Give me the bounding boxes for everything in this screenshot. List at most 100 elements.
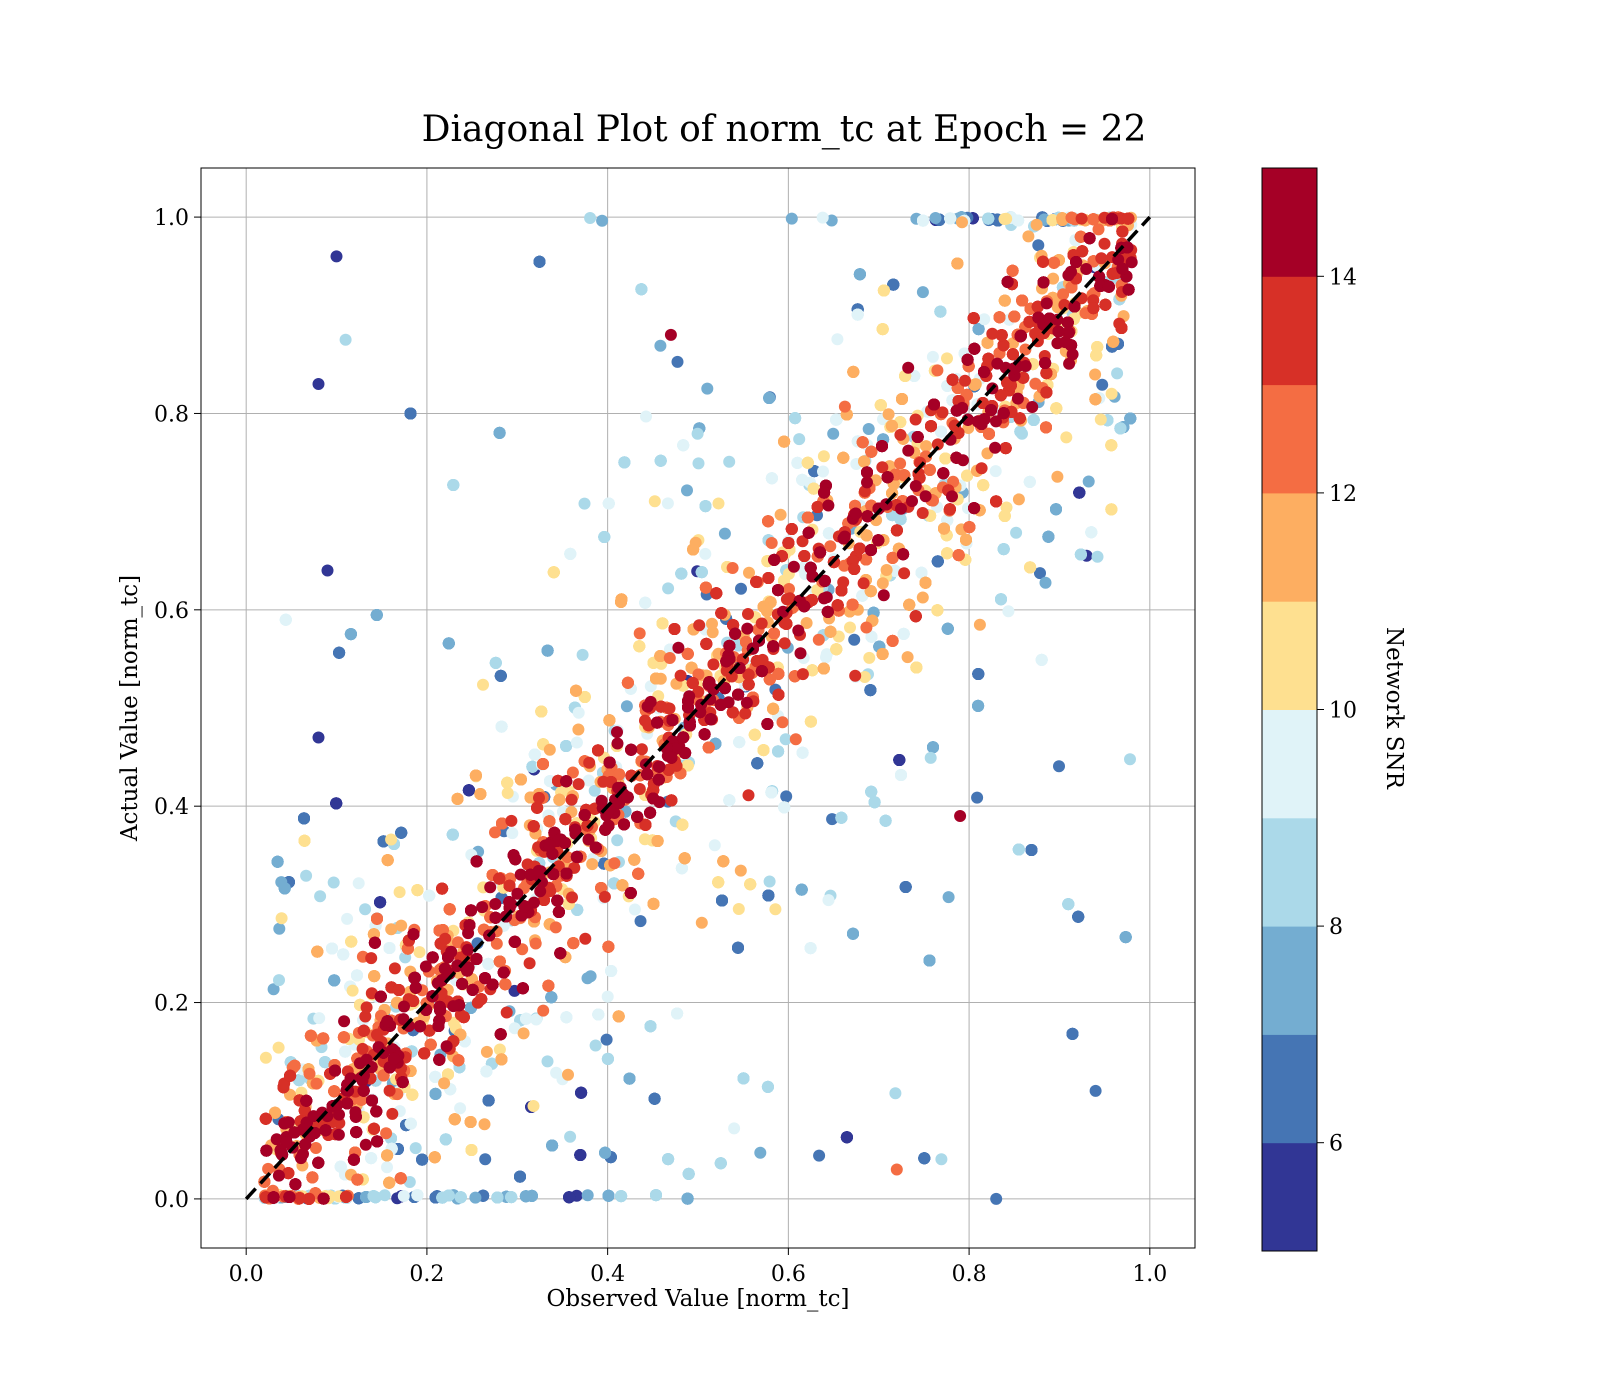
- scatter-point: [732, 903, 745, 915]
- scatter-point: [454, 1102, 467, 1115]
- scatter-point: [478, 1118, 491, 1131]
- scatter-point: [438, 1077, 451, 1090]
- scatter-point: [1032, 239, 1045, 252]
- scatter-point: [678, 852, 691, 865]
- scatter-point: [998, 510, 1011, 522]
- scatter-point: [917, 214, 929, 227]
- scatter-point: [328, 974, 341, 987]
- scatter-point: [1034, 567, 1046, 580]
- scatter-point: [564, 547, 577, 560]
- scatter-point: [273, 922, 286, 935]
- scatter-point: [812, 633, 825, 646]
- scatter-point: [560, 1011, 573, 1024]
- scatter-point: [754, 1146, 767, 1159]
- scatter-point: [393, 886, 406, 899]
- scatter-point: [259, 1051, 272, 1064]
- scatter-point: [575, 1086, 588, 1099]
- scatter-point: [570, 736, 583, 749]
- scatter-point: [480, 1045, 493, 1058]
- scatter-point: [699, 500, 712, 513]
- scatter-point: [452, 1054, 465, 1067]
- scatter-point: [514, 773, 527, 786]
- scatter-point: [501, 787, 514, 799]
- scatter-point: [632, 867, 645, 880]
- scatter-point: [1094, 413, 1107, 426]
- scatter-point: [772, 745, 785, 758]
- scatter-point: [397, 1190, 410, 1202]
- scatter-point: [1000, 212, 1013, 225]
- scatter-point: [662, 1153, 675, 1166]
- scatter-point: [529, 937, 542, 950]
- scatter-point: [404, 407, 417, 420]
- scatter-point: [623, 1072, 636, 1085]
- scatter-point: [779, 733, 792, 746]
- scatter-point: [603, 714, 616, 727]
- scatter-point: [584, 212, 597, 224]
- scatter-point: [769, 903, 782, 916]
- scatter-point: [298, 834, 311, 847]
- scatter-point: [527, 1100, 540, 1112]
- scatter-point: [533, 255, 546, 268]
- scatter-point: [403, 1176, 416, 1188]
- scatter-point: [1085, 526, 1098, 539]
- scatter-point: [1022, 230, 1035, 243]
- scatter-point: [574, 1149, 587, 1161]
- scatter-point: [717, 855, 730, 868]
- scatter-point: [910, 661, 923, 674]
- scatter-point: [765, 786, 778, 799]
- grid: [201, 168, 1195, 1248]
- scatter-point: [978, 313, 991, 326]
- scatter-point: [789, 412, 802, 425]
- scatter-point: [582, 774, 595, 787]
- scatter-point: [807, 482, 820, 495]
- scatter-point: [1012, 843, 1025, 856]
- scatter-point: [732, 941, 744, 954]
- scatter-point: [1089, 393, 1102, 406]
- scatter-point: [844, 621, 856, 634]
- scatter-point: [656, 617, 669, 630]
- scatter-point: [1048, 256, 1060, 269]
- scatter-point: [661, 497, 674, 510]
- scatter-point: [723, 455, 736, 468]
- scatter-point: [1111, 367, 1124, 380]
- scatter-point: [495, 1053, 508, 1066]
- scatter-point: [374, 896, 387, 909]
- scatter-point: [602, 1189, 615, 1202]
- scatter-point: [877, 284, 890, 297]
- scatter-point: [662, 582, 675, 595]
- scatter-point: [560, 740, 573, 752]
- scatter-point: [423, 889, 436, 902]
- scatter-point: [644, 1020, 657, 1033]
- scatter-points: [258, 211, 1138, 1205]
- scatter-point: [1024, 561, 1037, 574]
- scatter-point: [650, 672, 662, 685]
- scatter-point: [920, 440, 933, 453]
- scatter-point: [272, 1041, 285, 1054]
- scatter-point: [1014, 425, 1027, 438]
- scatter-point: [942, 891, 955, 904]
- scatter-point: [879, 814, 892, 827]
- scatter-point: [1089, 368, 1102, 381]
- scatter-point: [1091, 341, 1104, 353]
- scatter-point: [897, 627, 910, 640]
- scatter-point: [887, 278, 900, 291]
- scatter-point: [381, 854, 394, 867]
- scatter-point: [517, 1027, 530, 1040]
- scatter-point: [553, 793, 566, 806]
- scatter-point: [618, 456, 631, 469]
- scatter-point: [1050, 402, 1063, 415]
- scatter-point: [337, 948, 350, 961]
- scatter-point: [330, 250, 343, 263]
- scatter-point: [639, 596, 652, 609]
- scatter-point: [889, 1087, 902, 1100]
- scatter-point: [514, 1170, 526, 1183]
- scatter-point: [543, 743, 556, 756]
- scatter-point: [671, 355, 684, 368]
- scatter-point: [493, 426, 506, 439]
- scatter-point: [628, 903, 641, 916]
- scatter-point: [447, 479, 460, 491]
- scatter-point: [923, 954, 936, 967]
- scatter-point: [916, 591, 929, 604]
- scatter-point: [1042, 530, 1055, 543]
- scatter-point: [321, 564, 334, 577]
